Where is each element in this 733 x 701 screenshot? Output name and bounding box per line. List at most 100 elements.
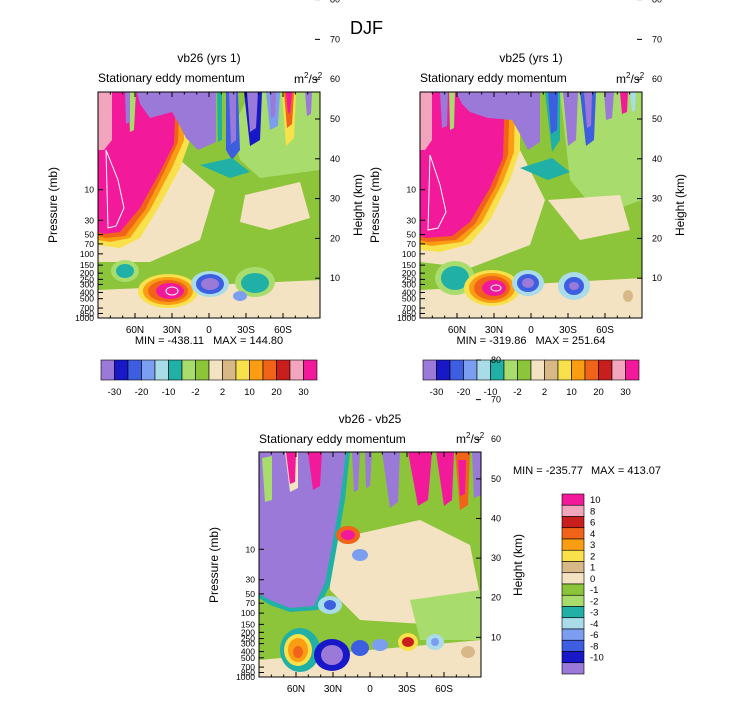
- colorbar-box: [235, 359, 250, 381]
- pressure-tick-label: 50: [85, 230, 95, 240]
- colorbar-label: 10: [590, 495, 601, 506]
- y-axis-right-label: Height (km): [351, 174, 365, 236]
- pressure-tick-label: 500: [80, 294, 94, 304]
- colorbar-label: -4: [590, 619, 598, 630]
- colorbar-box: [561, 606, 585, 619]
- pressure-tick-label: 400: [241, 647, 255, 657]
- pressure-tick-label: 300: [80, 279, 94, 289]
- colorbar-box: [463, 359, 478, 381]
- colorbar-box: [249, 359, 264, 381]
- y-axis-left-label: Pressure (mb): [207, 527, 221, 603]
- height-tick-label: 50: [330, 114, 340, 124]
- colorbar-label: -2: [590, 596, 598, 607]
- height-tick-label: 60: [330, 74, 340, 84]
- colorbar-box: [195, 359, 210, 381]
- pressure-tick-label: 70: [407, 239, 417, 249]
- units-label: m2/s2: [294, 71, 323, 86]
- panel-vb25: vb25 (yrs 1) Stationary eddy momentum m2…: [368, 0, 687, 398]
- colorbar-box: [517, 359, 532, 381]
- x-tick-label: 60S: [435, 684, 453, 695]
- colorbar-box: [561, 651, 585, 664]
- colorbar-label: 4: [590, 529, 595, 540]
- height-tick-label: 50: [491, 474, 501, 484]
- subtitle: Stationary eddy momentum: [98, 71, 245, 85]
- pressure-tick-label: 200: [402, 268, 416, 278]
- height-tick-label: 40: [652, 154, 662, 164]
- colorbar-label: -2: [513, 387, 521, 398]
- pressure-tick-label: 10: [407, 185, 417, 195]
- contour-field: [420, 92, 642, 318]
- colorbar-box: [208, 359, 223, 381]
- colorbar-label: 10: [244, 387, 255, 398]
- colorbar-label: -6: [590, 630, 598, 641]
- colorbar-box: [100, 359, 115, 381]
- page-title: DJF: [350, 18, 383, 38]
- contour-field: [98, 92, 320, 318]
- colorbar-box: [584, 359, 599, 381]
- colorbar-label: 3: [590, 540, 595, 551]
- height-tick-label: 70: [652, 34, 662, 44]
- colorbar-label: -10: [590, 653, 604, 664]
- x-tick-label: 30N: [485, 325, 503, 336]
- x-tick-label: 0: [367, 684, 373, 695]
- height-tick-label: 50: [652, 114, 662, 124]
- colorbar-label: -3: [590, 608, 598, 619]
- colorbar-box: [557, 359, 572, 381]
- pressure-tick-label: 850: [402, 308, 416, 318]
- subtitle: Stationary eddy momentum: [259, 432, 406, 446]
- colorbar-box: [561, 628, 585, 641]
- x-tick-label: 30N: [324, 684, 342, 695]
- colorbar-box: [276, 359, 291, 381]
- colorbar-box: [503, 359, 518, 381]
- pressure-tick-label: 50: [407, 230, 417, 240]
- colorbar-box: [561, 662, 585, 675]
- x-tick-label: 0: [528, 325, 534, 336]
- colorbar-label: -2: [191, 387, 199, 398]
- pressure-tick-label: 700: [241, 662, 255, 672]
- min-max-stats: MIN = -438.11 MAX = 144.80: [135, 335, 283, 347]
- height-tick-label: 60: [652, 74, 662, 84]
- height-tick-label: 80: [330, 0, 340, 5]
- pressure-tick-label: 1000: [75, 313, 94, 323]
- pressure-tick-label: 850: [241, 667, 255, 677]
- height-tick-label: 20: [652, 233, 662, 243]
- colorbar-label: 2: [220, 387, 225, 398]
- colorbar-box: [561, 549, 585, 562]
- colorbar-box: [181, 359, 196, 381]
- pressure-tick-label: 150: [80, 260, 94, 270]
- colorbar-label: -10: [162, 387, 176, 398]
- colorbar-box: [476, 359, 491, 381]
- pressure-tick-label: 30: [246, 575, 256, 585]
- colorbar-box: [561, 583, 585, 596]
- colorbar-box: [561, 516, 585, 529]
- colorbar-box: [262, 359, 277, 381]
- colorbar-label: 20: [271, 387, 282, 398]
- colorbar-label: 20: [593, 387, 604, 398]
- colorbar-label: -30: [108, 387, 122, 398]
- height-tick-label: 80: [652, 0, 662, 5]
- pressure-tick-label: 1000: [236, 672, 255, 682]
- colorbar-label: 1: [590, 563, 595, 574]
- colorbar-box: [530, 359, 545, 381]
- pressure-tick-label: 700: [402, 303, 416, 313]
- pressure-tick-label: 10: [85, 185, 95, 195]
- units-label: m2/s2: [616, 71, 645, 86]
- colorbar-label: -30: [430, 387, 444, 398]
- colorbar-box: [422, 359, 437, 381]
- panel-title: vb25 (yrs 1): [499, 51, 562, 65]
- pressure-tick-label: 200: [80, 268, 94, 278]
- height-tick-label: 70: [330, 34, 340, 44]
- pressure-tick-label: 70: [246, 598, 256, 608]
- pressure-tick-label: 500: [241, 653, 255, 663]
- height-tick-label: 30: [652, 194, 662, 204]
- x-tick-label: 0: [206, 325, 212, 336]
- x-tick-label: 60N: [448, 325, 466, 336]
- pressure-tick-label: 100: [402, 249, 416, 259]
- height-tick-label: 70: [491, 395, 501, 405]
- colorbar-box: [561, 617, 585, 630]
- height-tick-label: 80: [491, 355, 501, 365]
- pressure-tick-label: 30: [407, 215, 417, 225]
- x-tick-label: 30S: [559, 325, 577, 336]
- colorbar-box: [289, 359, 304, 381]
